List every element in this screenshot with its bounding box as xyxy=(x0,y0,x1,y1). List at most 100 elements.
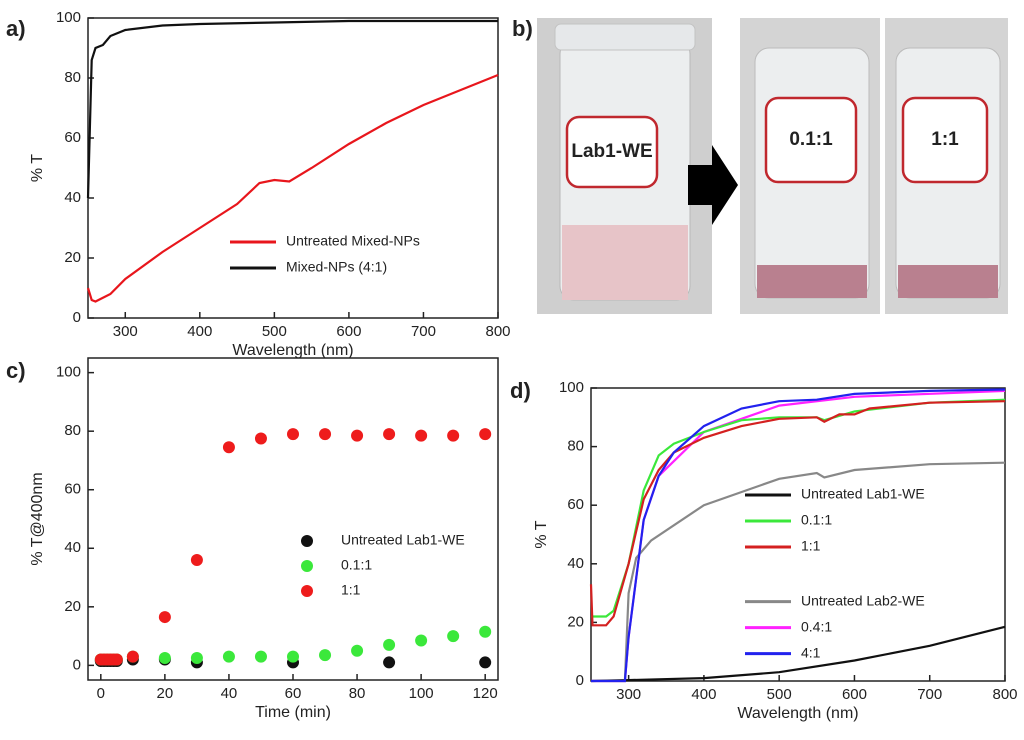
legend-label: Untreated Lab2-WE xyxy=(801,592,925,608)
y-axis-label: % T xyxy=(533,520,550,548)
point xyxy=(479,656,492,669)
point xyxy=(415,634,428,647)
x-tick-label: 300 xyxy=(113,323,138,340)
point xyxy=(287,650,299,663)
point xyxy=(383,638,396,651)
panel-label: d) xyxy=(510,378,531,403)
x-tick-label: 60 xyxy=(285,685,302,702)
y-tick-label: 100 xyxy=(56,9,81,26)
point xyxy=(319,428,332,441)
legend-label: 0.4:1 xyxy=(801,618,832,634)
x-tick-label: 700 xyxy=(411,323,436,340)
line xyxy=(591,389,1006,683)
legend-label: 1:1 xyxy=(801,538,821,554)
liquid xyxy=(757,265,867,298)
point xyxy=(479,428,492,441)
x-tick-label: 300 xyxy=(616,686,641,703)
x-tick-label: 120 xyxy=(473,685,498,702)
photo-label: Lab1-WE xyxy=(571,141,652,162)
y-tick-label: 80 xyxy=(64,69,81,86)
y-tick-label: 60 xyxy=(64,481,81,498)
liquid xyxy=(562,225,688,300)
point xyxy=(190,553,203,566)
y-tick-label: 80 xyxy=(567,438,584,455)
point xyxy=(190,652,203,665)
legend-marker xyxy=(301,535,313,547)
y-tick-label: 20 xyxy=(64,249,81,266)
y-tick-label: 40 xyxy=(64,539,81,556)
y-tick-label: 0 xyxy=(73,656,81,673)
point xyxy=(158,611,171,624)
x-tick-label: 100 xyxy=(409,685,434,702)
label-box xyxy=(901,96,989,184)
point xyxy=(254,650,267,663)
y-tick-label: 20 xyxy=(64,598,81,615)
legend-label: 0.1:1 xyxy=(341,557,372,573)
x-tick-label: 40 xyxy=(221,685,238,702)
legend-label: 1:1 xyxy=(341,582,361,598)
point xyxy=(126,650,139,663)
line xyxy=(591,388,1006,683)
x-tick-label: 600 xyxy=(842,686,867,703)
x-tick-label: 500 xyxy=(767,686,792,703)
plot-frame xyxy=(590,387,1006,682)
arrow xyxy=(688,145,738,225)
point xyxy=(351,644,364,657)
line xyxy=(591,398,1006,618)
y-tick-label: 60 xyxy=(567,496,584,513)
photo-label: 0.1:1 xyxy=(789,129,833,150)
panel-label: a) xyxy=(6,16,26,41)
line xyxy=(86,19,498,199)
cap xyxy=(554,23,696,51)
y-tick-label: 100 xyxy=(559,379,584,396)
y-tick-label: 60 xyxy=(64,129,81,146)
legend-label: Untreated Lab1-WE xyxy=(341,532,465,548)
x-tick-label: 800 xyxy=(485,323,510,340)
point xyxy=(222,650,235,663)
x-tick-label: 700 xyxy=(917,686,942,703)
point xyxy=(287,428,299,441)
x-tick-label: 500 xyxy=(262,323,287,340)
x-axis-label: Wavelength (nm) xyxy=(737,705,858,722)
panel-label: b) xyxy=(512,16,533,41)
line xyxy=(591,461,1006,683)
liquid xyxy=(898,265,998,298)
line xyxy=(590,625,1006,683)
line xyxy=(86,73,499,303)
point xyxy=(319,649,332,662)
x-tick-label: 0 xyxy=(97,685,105,702)
x-axis-label: Time (min) xyxy=(255,704,331,721)
label-box xyxy=(565,115,659,189)
x-tick-label: 20 xyxy=(157,685,174,702)
legend-label: Untreated Lab1-WE xyxy=(801,486,925,502)
x-tick-label: 600 xyxy=(336,323,361,340)
plot-frame xyxy=(87,357,499,681)
x-tick-label: 400 xyxy=(187,323,212,340)
legend-marker xyxy=(301,560,313,572)
y-axis-label: % T@400nm xyxy=(29,472,46,565)
line xyxy=(589,400,1006,627)
point xyxy=(110,653,123,666)
photo-panel: Lab1-WE 0.1:1 1:1 xyxy=(537,18,1008,314)
point xyxy=(158,652,171,665)
point xyxy=(254,432,267,445)
y-tick-label: 40 xyxy=(64,189,81,206)
point xyxy=(447,429,460,442)
legend-label: Untreated Mixed-NPs xyxy=(286,233,420,249)
legend-label: 4:1 xyxy=(801,644,821,660)
y-tick-label: 80 xyxy=(64,422,81,439)
point xyxy=(383,656,396,669)
y-tick-label: 100 xyxy=(56,364,81,381)
photo-label: 1:1 xyxy=(931,129,959,150)
y-tick-label: 0 xyxy=(73,309,81,326)
y-tick-label: 40 xyxy=(567,555,584,572)
point xyxy=(447,630,460,643)
legend-marker xyxy=(301,585,313,597)
x-axis-label: Wavelength (nm) xyxy=(232,342,353,359)
x-tick-label: 80 xyxy=(349,685,366,702)
point xyxy=(415,429,428,442)
point xyxy=(222,441,235,454)
legend-label: Mixed-NPs (4:1) xyxy=(286,259,387,275)
